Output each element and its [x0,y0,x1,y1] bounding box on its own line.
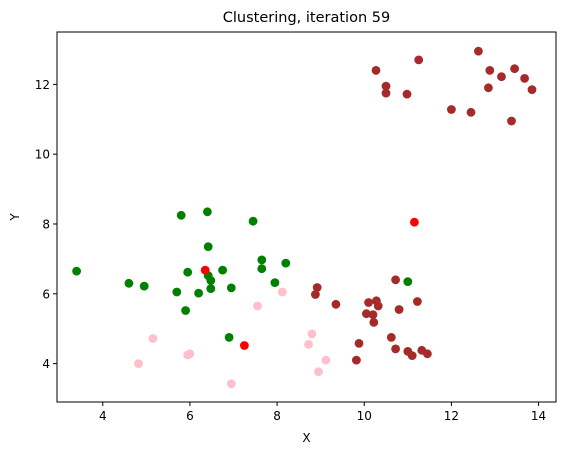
data-point-red-69 [240,341,249,350]
chart-title: Clustering, iteration 59 [223,10,390,26]
data-point-red-68 [200,265,210,275]
data-point-brown-47 [394,305,404,314]
data-point-brown-63 [497,72,506,82]
data-point-brown-34 [312,283,322,292]
data-point-pink-31 [314,367,323,376]
data-point-pink-29 [304,340,313,349]
plot-frame [56,31,557,403]
data-point-pink-28 [277,287,287,297]
y-axis-label: Y [8,213,22,222]
data-point-brown-36 [352,355,361,365]
data-point-green-11 [206,276,216,285]
data-point-green-16 [248,216,258,226]
data-point-green-13 [218,265,228,275]
data-point-brown-60 [474,46,483,56]
data-point-brown-66 [520,74,529,83]
data-point-brown-54 [381,81,391,91]
data-point-brown-49 [407,351,417,360]
data-point-pink-32 [321,355,331,365]
y-tick-label-3: 10 [35,148,50,162]
data-point-brown-64 [507,116,516,126]
x-tick-label-3: 10 [357,409,372,423]
y-tick-label-1: 6 [42,287,50,301]
data-point-green-0 [72,266,81,276]
y-tick-label-2: 8 [42,217,50,231]
data-point-brown-39 [364,298,373,307]
data-point-pink-27 [253,301,262,311]
data-point-brown-45 [391,275,400,285]
data-point-green-5 [181,306,191,315]
data-point-green-12 [206,284,216,293]
data-point-green-14 [224,333,234,342]
data-point-brown-56 [402,89,412,99]
data-point-red-70 [410,217,419,227]
x-axis-label: X [302,431,310,445]
data-point-brown-53 [371,66,381,75]
data-point-green-6 [183,267,193,277]
y-tick-label-0: 4 [42,357,50,371]
data-point-brown-46 [391,344,400,354]
x-tick-label-0: 4 [99,409,107,423]
data-point-green-9 [203,242,213,252]
x-tick-label-2: 8 [273,409,281,423]
x-tick-label-4: 12 [444,409,459,423]
data-point-green-4 [176,210,186,220]
data-point-green-21 [403,277,413,286]
data-point-brown-52 [423,349,432,359]
data-point-pink-25 [185,349,195,359]
data-point-brown-67 [527,85,537,94]
data-point-brown-57 [414,55,424,65]
data-point-green-19 [270,278,280,287]
data-point-green-15 [226,283,236,293]
data-point-green-2 [139,281,149,291]
data-point-brown-59 [466,107,476,117]
x-ticks: 4 6 8 10 12 14 [99,402,546,423]
data-point-pink-26 [226,379,236,389]
data-point-pink-22 [134,359,143,368]
data-point-brown-61 [484,83,493,93]
x-tick-label-5: 14 [531,409,546,423]
data-point-brown-44 [386,333,396,342]
data-point-brown-62 [485,66,495,75]
points-layer [72,46,537,389]
data-point-brown-35 [331,299,341,309]
data-point-green-3 [172,287,182,297]
data-point-pink-30 [307,329,317,339]
data-point-brown-55 [381,88,391,98]
data-point-brown-40 [368,310,378,320]
data-point-brown-37 [354,339,364,348]
data-point-green-1 [124,278,134,288]
data-point-green-17 [257,255,267,265]
data-point-green-18 [257,264,267,274]
y-ticks: 4 6 8 10 12 [35,78,57,371]
data-point-brown-58 [447,105,456,114]
data-point-pink-23 [148,334,158,343]
data-point-green-20 [281,258,291,268]
data-point-brown-43 [373,301,383,311]
data-point-brown-38 [362,309,371,319]
y-tick-label-4: 12 [35,78,50,92]
data-point-brown-41 [369,318,379,327]
data-point-green-7 [194,288,204,298]
data-point-green-8 [203,207,212,217]
data-point-brown-65 [510,64,519,74]
x-tick-label-1: 6 [186,409,194,423]
data-point-brown-33 [311,290,320,299]
data-point-brown-50 [413,297,422,306]
